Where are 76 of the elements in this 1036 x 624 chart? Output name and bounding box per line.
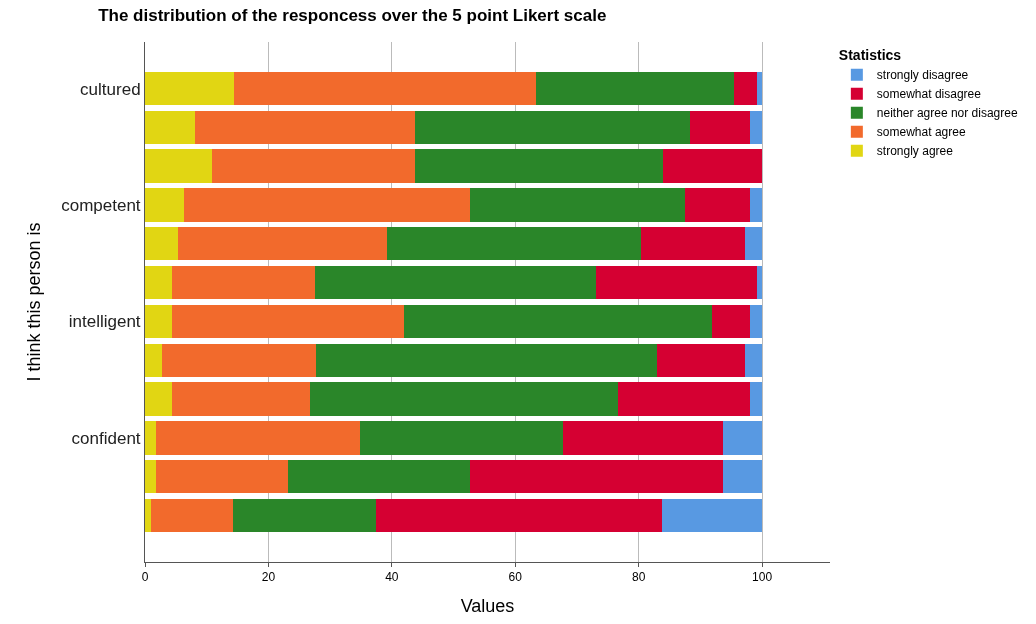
bar: [403, 304, 713, 339]
bar: [470, 459, 724, 494]
bar: [172, 382, 310, 416]
bar: [145, 382, 173, 416]
bar: [596, 265, 757, 300]
bar: [211, 149, 416, 183]
bar: [194, 110, 416, 145]
legend-label: somewhat disagree: [876, 87, 982, 102]
bar: [233, 71, 537, 106]
bar: [376, 498, 663, 533]
x-tick-label: 100: [752, 570, 773, 585]
y-tick-label: cultured: [80, 79, 141, 99]
bar: [640, 227, 745, 261]
bar: [156, 421, 360, 455]
bar: [145, 498, 151, 533]
x-tick-label: 60: [508, 570, 523, 585]
bar: [734, 71, 757, 106]
x-axis-title: Values: [460, 595, 515, 616]
x-tick-label: 40: [385, 570, 399, 585]
bar: [145, 227, 178, 261]
bar: [415, 110, 690, 145]
y-tick-label: confident: [71, 428, 141, 448]
y-tick-label: intelligent: [68, 312, 141, 332]
bar: [684, 188, 751, 222]
bar: [172, 304, 404, 339]
bar: [145, 343, 162, 377]
bar: [145, 459, 157, 494]
y-tick-label: competent: [61, 195, 141, 215]
bar: [145, 304, 173, 339]
bar: [744, 343, 763, 377]
bar: [470, 188, 685, 222]
bar: [145, 149, 212, 183]
bar: [617, 382, 751, 416]
bar: [744, 227, 763, 261]
bar: [723, 459, 763, 494]
bar: [145, 71, 234, 106]
legend-label: somewhat agree: [876, 125, 966, 140]
bar: [233, 498, 377, 533]
bar: [145, 265, 173, 300]
bar: [662, 498, 763, 533]
bar: [177, 227, 387, 261]
bar: [386, 227, 641, 261]
bar: [314, 265, 597, 300]
legend-title: Statistics: [838, 47, 902, 64]
bar: [161, 343, 316, 377]
bar: [183, 188, 471, 222]
legend-label: strongly disagree: [876, 68, 969, 83]
bar: [309, 382, 618, 416]
bar: [288, 459, 471, 494]
x-tick-label: 20: [261, 570, 276, 585]
bar: [172, 265, 315, 300]
bar: [415, 149, 663, 183]
bar: [145, 421, 157, 455]
x-tick-label: 80: [632, 570, 646, 585]
bar: [662, 149, 763, 183]
bar: [657, 343, 745, 377]
bar: [750, 304, 763, 339]
bar: [315, 343, 658, 377]
bar: [150, 498, 234, 533]
y-axis-title: I think this person is: [24, 222, 45, 382]
bar: [359, 421, 564, 455]
legend-label: strongly agree: [876, 144, 954, 159]
bar: [563, 421, 724, 455]
x-tick-label: 0: [141, 570, 149, 585]
bar: [689, 110, 750, 145]
legend-label: neither agree nor disagree: [876, 106, 1018, 121]
bar: [145, 110, 195, 145]
bar: [712, 304, 751, 339]
bar: [750, 188, 763, 222]
bar: [145, 188, 184, 222]
bar: [536, 71, 735, 106]
bar: [156, 459, 289, 494]
bar: [749, 110, 763, 145]
chart-title: The distribution of the responcess over the 5 point Likert scale: [98, 6, 607, 26]
bar: [723, 421, 763, 455]
bar: [750, 382, 763, 416]
